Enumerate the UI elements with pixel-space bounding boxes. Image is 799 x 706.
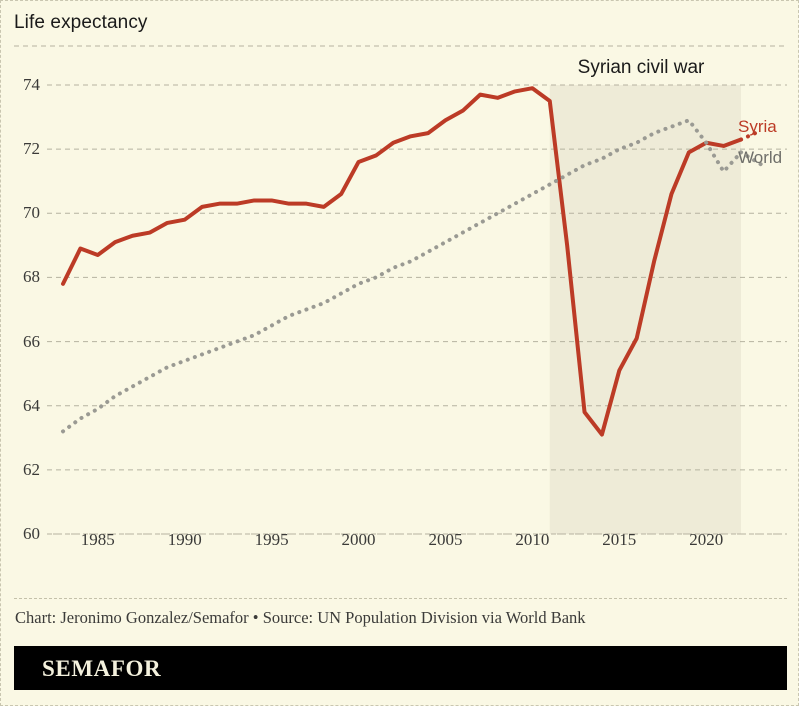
- legend-label-world: World: [738, 148, 783, 167]
- x-tick-2015: 2015: [602, 530, 637, 549]
- footer-divider: [14, 598, 787, 599]
- x-tick-1990: 1990: [167, 530, 202, 549]
- y-tick-64: 64: [23, 395, 40, 415]
- y-tick-70: 70: [23, 203, 40, 223]
- x-tick-2005: 2005: [428, 530, 463, 549]
- gridlines: [14, 45, 787, 535]
- war-annotation-label: Syrian civil war: [577, 57, 705, 78]
- war-band-rect: [549, 85, 741, 534]
- y-tick-68: 68: [23, 267, 40, 287]
- semafor-logo-bar: SEMAFOR: [14, 646, 787, 690]
- war-shaded-band: [549, 85, 741, 534]
- data-series: [61, 86, 743, 437]
- y-tick-66: 66: [23, 331, 40, 351]
- x-tick-1995: 1995: [254, 530, 289, 549]
- y-tick-72: 72: [23, 139, 40, 159]
- semafor-wordmark: SEMAFOR: [42, 656, 162, 681]
- x-tick-2000: 2000: [341, 530, 376, 549]
- series-line-syria: [61, 86, 743, 437]
- x-tick-1985: 1985: [80, 530, 115, 549]
- series-line-world: [61, 117, 743, 434]
- page-title: Life expectancy: [14, 12, 148, 33]
- y-tick-60: 60: [23, 524, 40, 543]
- legend-label-syria: Syria: [738, 117, 777, 136]
- y-tick-62: 62: [23, 459, 40, 479]
- y-tick-74: 74: [23, 75, 40, 94]
- x-tick-2020: 2020: [689, 530, 724, 549]
- x-tick-2010: 2010: [515, 530, 550, 549]
- source-credit: Chart: Jeronimo Gonzalez/Semafor • Sourc…: [15, 608, 586, 627]
